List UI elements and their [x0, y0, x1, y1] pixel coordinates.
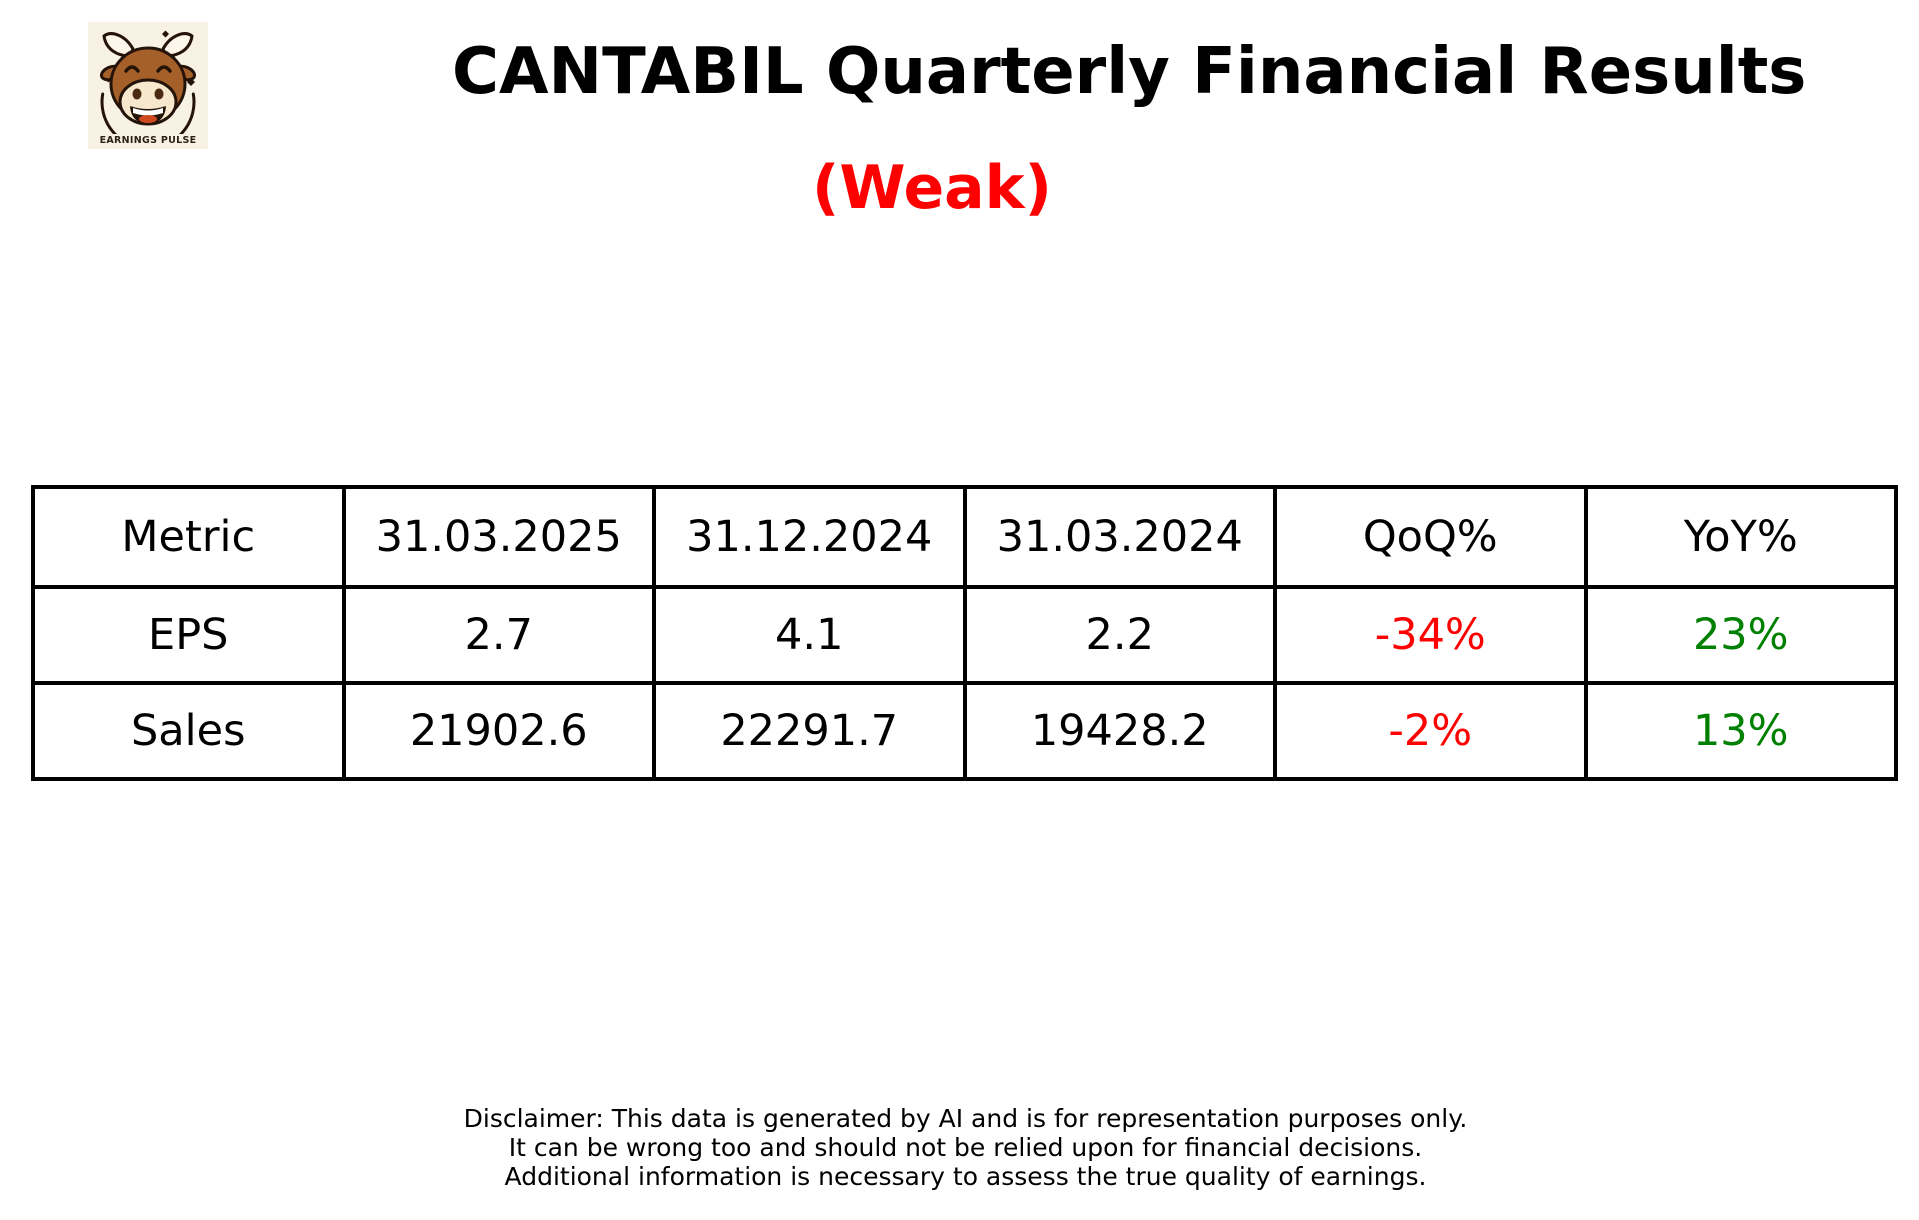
eps-q-yearago: 2.2 — [962, 585, 1277, 685]
disclaimer-line-1: Disclaimer: This data is generated by AI… — [463, 1104, 1468, 1133]
sales-metric-label: Sales — [31, 681, 346, 781]
sales-yoy-change: 13% — [1583, 681, 1898, 781]
eps-metric-label: EPS — [31, 585, 346, 685]
disclaimer-line-3: Additional information is necessary to a… — [504, 1162, 1427, 1191]
column-header-metric: Metric — [31, 485, 346, 589]
verdict-label: (Weak) — [812, 153, 1052, 223]
sales-q-yearago: 19428.2 — [962, 681, 1277, 781]
brand-label: EARNINGS PULSE — [99, 135, 197, 146]
eps-q-current: 2.7 — [341, 585, 656, 685]
column-header-qoq: QoQ% — [1273, 485, 1588, 589]
sales-q-current: 21902.6 — [341, 681, 656, 781]
eps-qoq-change: -34% — [1273, 585, 1588, 685]
column-header-yoy: YoY% — [1583, 485, 1898, 589]
eps-q-previous: 4.1 — [652, 585, 967, 685]
page-title: CANTABIL Quarterly Financial Results — [452, 35, 1807, 109]
sales-q-previous: 22291.7 — [652, 681, 967, 781]
column-header-q-yearago: 31.03.2024 — [962, 485, 1277, 589]
table-row-eps: EPS 2.7 4.1 2.2 -34% 23% — [31, 585, 1898, 685]
earnings-pulse-logo: EARNINGS PULSE — [88, 22, 208, 149]
financial-results-table: Metric 31.03.2025 31.12.2024 31.03.2024 … — [31, 485, 1898, 781]
bull-logo-icon — [99, 30, 197, 134]
column-header-q-current: 31.03.2025 — [341, 485, 656, 589]
sales-qoq-change: -2% — [1273, 681, 1588, 781]
table-header-row: Metric 31.03.2025 31.12.2024 31.03.2024 … — [31, 485, 1898, 589]
table-row-sales: Sales 21902.6 22291.7 19428.2 -2% 13% — [31, 681, 1898, 781]
eps-yoy-change: 23% — [1583, 585, 1898, 685]
disclaimer-text: Disclaimer: This data is generated by AI… — [6, 1104, 1919, 1191]
column-header-q-previous: 31.12.2024 — [652, 485, 967, 589]
disclaimer-line-2: It can be wrong too and should not be re… — [508, 1133, 1423, 1162]
